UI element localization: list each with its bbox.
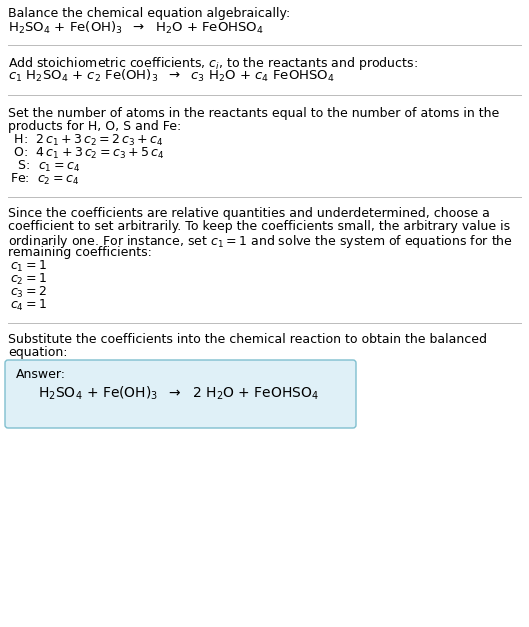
FancyBboxPatch shape: [5, 360, 356, 428]
Text: products for H, O, S and Fe:: products for H, O, S and Fe:: [8, 120, 181, 133]
Text: Since the coefficients are relative quantities and underdetermined, choose a: Since the coefficients are relative quan…: [8, 207, 490, 220]
Text: Answer:: Answer:: [16, 368, 66, 381]
Text: H:  $2\,c_1 + 3\,c_2 = 2\,c_3 + c_4$: H: $2\,c_1 + 3\,c_2 = 2\,c_3 + c_4$: [10, 133, 164, 148]
Text: S:  $c_1 = c_4$: S: $c_1 = c_4$: [10, 159, 80, 174]
Text: equation:: equation:: [8, 346, 68, 359]
Text: Balance the chemical equation algebraically:: Balance the chemical equation algebraica…: [8, 7, 290, 20]
Text: Fe:  $c_2 = c_4$: Fe: $c_2 = c_4$: [10, 172, 79, 187]
Text: coefficient to set arbitrarily. To keep the coefficients small, the arbitrary va: coefficient to set arbitrarily. To keep …: [8, 220, 510, 233]
Text: remaining coefficients:: remaining coefficients:: [8, 246, 152, 259]
Text: ordinarily one. For instance, set $c_1 = 1$ and solve the system of equations fo: ordinarily one. For instance, set $c_1 =…: [8, 233, 513, 250]
Text: O:  $4\,c_1 + 3\,c_2 = c_3 + 5\,c_4$: O: $4\,c_1 + 3\,c_2 = c_3 + 5\,c_4$: [10, 146, 164, 161]
Text: $c_2 = 1$: $c_2 = 1$: [10, 272, 47, 287]
Text: $\mathregular{H_2SO_4}$ + $\mathregular{Fe(OH)_3}$  $\rightarrow$  $\mathregular: $\mathregular{H_2SO_4}$ + $\mathregular{…: [8, 20, 264, 36]
Text: $c_3 = 2$: $c_3 = 2$: [10, 285, 47, 300]
Text: Add stoichiometric coefficients, $c_i$, to the reactants and products:: Add stoichiometric coefficients, $c_i$, …: [8, 55, 418, 72]
Text: $c_1 = 1$: $c_1 = 1$: [10, 259, 47, 274]
Text: Substitute the coefficients into the chemical reaction to obtain the balanced: Substitute the coefficients into the che…: [8, 333, 487, 346]
Text: Set the number of atoms in the reactants equal to the number of atoms in the: Set the number of atoms in the reactants…: [8, 107, 499, 120]
Text: $c_1$ $\mathregular{H_2SO_4}$ + $c_2$ $\mathregular{Fe(OH)_3}$  $\rightarrow$  $: $c_1$ $\mathregular{H_2SO_4}$ + $c_2$ $\…: [8, 68, 335, 84]
Text: $c_4 = 1$: $c_4 = 1$: [10, 298, 47, 313]
Text: $\mathregular{H_2SO_4}$ + $\mathregular{Fe(OH)_3}$  $\rightarrow$  $\mathregular: $\mathregular{H_2SO_4}$ + $\mathregular{…: [38, 385, 320, 403]
